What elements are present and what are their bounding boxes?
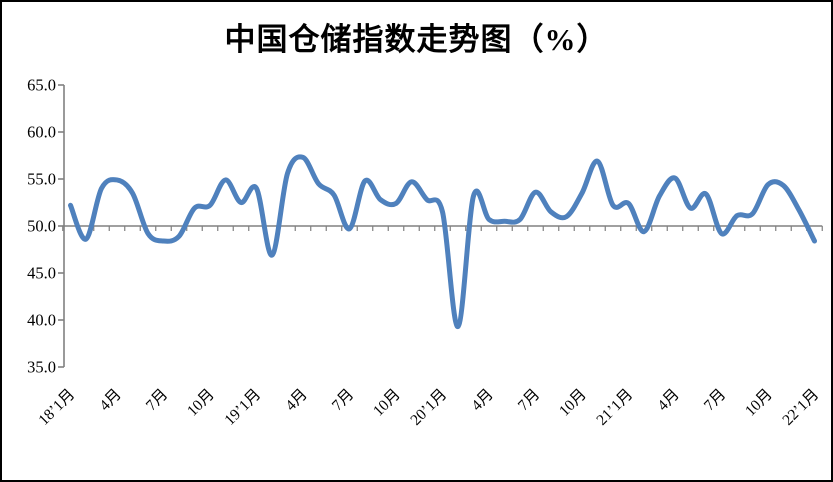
x-axis-tick-label: 4月 [654, 386, 682, 414]
x-axis-tick-label: 21’1月 [593, 386, 636, 429]
x-axis-tick-label: 10月 [556, 386, 590, 420]
y-axis-tick-label: 50.0 [27, 217, 56, 236]
x-axis-tick-label: 7月 [701, 386, 729, 414]
x-axis-tick-label: 20’1月 [407, 386, 450, 429]
y-axis-tick-label: 60.0 [27, 123, 56, 142]
x-axis-tick-label: 4月 [96, 386, 124, 414]
y-axis-tick-label: 45.0 [27, 264, 56, 283]
x-axis-tick-label: 10月 [184, 386, 218, 420]
x-axis-tick-label: 7月 [515, 386, 543, 414]
x-axis-tick-label: 18’1月 [35, 386, 78, 429]
x-axis-tick-label: 22’1月 [779, 386, 822, 429]
x-axis-tick-label: 4月 [282, 386, 310, 414]
y-axis-tick-label: 55.0 [27, 170, 56, 189]
x-axis-tick-label: 7月 [329, 386, 357, 414]
x-axis-tick-label: 10月 [742, 386, 776, 420]
chart-title: 中国仓储指数走势图（%） [224, 22, 609, 57]
x-axis-tick-label: 7月 [143, 386, 171, 414]
y-axis-tick-label: 40.0 [27, 311, 56, 330]
y-axis-tick-label: 35.0 [27, 358, 56, 377]
x-axis-tick-label: 19’1月 [221, 386, 264, 429]
x-axis-tick-label: 4月 [468, 386, 496, 414]
x-axis-tick-label: 10月 [370, 386, 404, 420]
y-axis-tick-label: 65.0 [27, 76, 56, 95]
index-line-series [68, 154, 817, 330]
